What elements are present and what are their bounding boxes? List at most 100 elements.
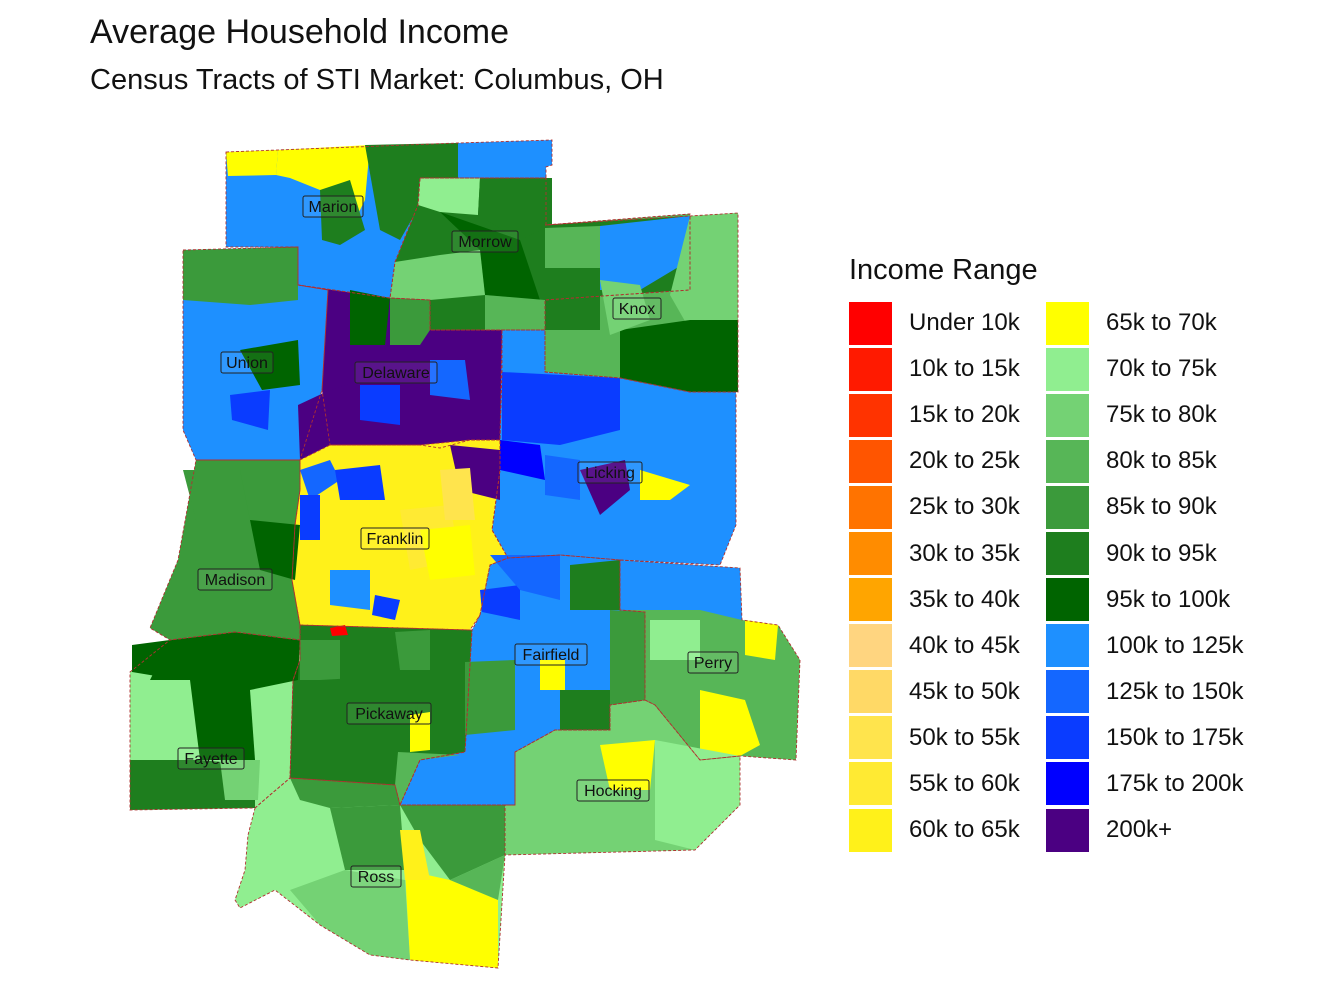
tract-patch <box>350 290 390 345</box>
legend-swatch <box>1046 439 1089 483</box>
tract-patch <box>405 870 498 968</box>
tract-patch <box>570 560 620 610</box>
tract-patch <box>478 178 552 240</box>
legend-swatch <box>849 347 892 391</box>
legend-swatch <box>1046 670 1089 714</box>
legend-label: 50k to 55k <box>909 723 1020 751</box>
legend-label: 95k to 100k <box>1106 585 1231 613</box>
county-name: Franklin <box>367 531 424 548</box>
county-border <box>234 777 506 969</box>
tract-patch <box>370 570 410 600</box>
tract-patch <box>290 778 400 808</box>
legend-swatch <box>1046 485 1089 529</box>
county-label-madison: Madison <box>197 568 273 591</box>
tract-patch <box>360 385 400 425</box>
county-label-licking: Licking <box>577 461 643 484</box>
tract-patch <box>245 808 340 890</box>
map-title: Average Household Income <box>90 13 509 51</box>
tract-patch <box>395 630 430 670</box>
tract-patch <box>500 440 545 480</box>
legend-label: 70k to 75k <box>1106 355 1217 383</box>
tract-patch <box>365 143 458 240</box>
tract-patch <box>545 455 580 500</box>
legend-item: 90k to 95k <box>1046 530 1243 576</box>
county-label-fayette: Fayette <box>177 747 245 770</box>
tract-patch <box>545 226 600 268</box>
legend-item: Under 10k <box>849 300 1046 346</box>
county-name: Licking <box>585 465 635 482</box>
legend-swatch <box>1046 578 1089 622</box>
legend-swatch <box>849 301 892 345</box>
legend-swatch <box>1046 532 1089 576</box>
tract-patch <box>620 560 742 620</box>
legend-item: 35k to 40k <box>849 577 1046 623</box>
tract-patch <box>745 620 778 660</box>
tract-patch <box>400 830 430 880</box>
legend-item: 100k to 125k <box>1046 623 1243 669</box>
county-label-ross: Ross <box>350 865 402 888</box>
legend-swatch <box>849 393 892 437</box>
county-fairfield <box>400 555 645 805</box>
tract-patch <box>430 360 470 400</box>
county-label-pickaway: Pickaway <box>346 702 432 725</box>
county-label-morrow: Morrow <box>451 230 519 253</box>
legend-item: 200k+ <box>1046 807 1243 853</box>
county-name: Marion <box>309 199 358 216</box>
legend-item: 60k to 65k <box>849 807 1046 853</box>
county-name: Hocking <box>584 783 642 800</box>
tract-patch <box>150 632 300 690</box>
tract-patch <box>418 178 480 215</box>
county-name: Madison <box>205 572 265 589</box>
legend-label: 80k to 85k <box>1106 447 1217 475</box>
legend-swatch <box>849 716 892 760</box>
legend-label: 175k to 200k <box>1106 769 1244 797</box>
county-name: Fayette <box>184 751 237 768</box>
county-labels: Marion Morrow Knox Union Delaware Licking Fran… <box>177 195 739 888</box>
tract-patch <box>330 625 348 636</box>
tract-patch <box>183 247 298 305</box>
legend-swatch <box>1046 393 1089 437</box>
county-borders <box>129 139 801 969</box>
legend-item: 25k to 30k <box>849 484 1046 530</box>
tract-patch <box>220 760 260 800</box>
legend-label: 125k to 150k <box>1106 677 1244 705</box>
county-border <box>491 329 737 566</box>
legend-label: 60k to 65k <box>909 816 1020 844</box>
tract-patch <box>298 390 330 460</box>
tract-patch <box>300 640 340 680</box>
tract-patch <box>480 585 520 620</box>
tract-patch <box>130 680 200 760</box>
legend-item: 85k to 90k <box>1046 484 1243 530</box>
tract-patch <box>390 250 485 300</box>
tract-patch <box>230 390 270 430</box>
county-name: Perry <box>694 655 732 672</box>
county-label-union: Union <box>220 351 274 374</box>
tract-patch <box>655 740 740 850</box>
tract-patch <box>600 740 655 790</box>
legend-item: 95k to 100k <box>1046 577 1243 623</box>
legend-item: 30k to 35k <box>849 530 1046 576</box>
county-name: Morrow <box>458 234 512 251</box>
legend-swatch <box>849 624 892 668</box>
choropleth-map: Marion Morrow Knox Union Delaware Licking Fran… <box>129 139 801 969</box>
county-label-perry: Perry <box>687 651 739 674</box>
legend-swatch <box>849 485 892 529</box>
legend-item: 70k to 75k <box>1046 346 1243 392</box>
tract-patch <box>700 690 760 760</box>
tract-patch <box>390 298 430 345</box>
legend-swatch <box>849 670 892 714</box>
county-name: Fairfield <box>523 647 580 664</box>
legend-label: 100k to 125k <box>1106 631 1244 659</box>
legend-item: 125k to 150k <box>1046 669 1243 715</box>
legend-label: 65k to 70k <box>1106 309 1217 337</box>
legend-swatch <box>849 532 892 576</box>
county-name: Pickaway <box>355 706 423 723</box>
legend-swatch <box>1046 762 1089 806</box>
tract-patch <box>335 465 385 500</box>
legend-label: 40k to 45k <box>909 631 1020 659</box>
tract-patch <box>600 216 690 290</box>
tract-patch <box>132 640 180 680</box>
county-name: Delaware <box>362 365 430 382</box>
legend-label: Under 10k <box>909 309 1020 337</box>
tract-patch <box>580 460 630 515</box>
